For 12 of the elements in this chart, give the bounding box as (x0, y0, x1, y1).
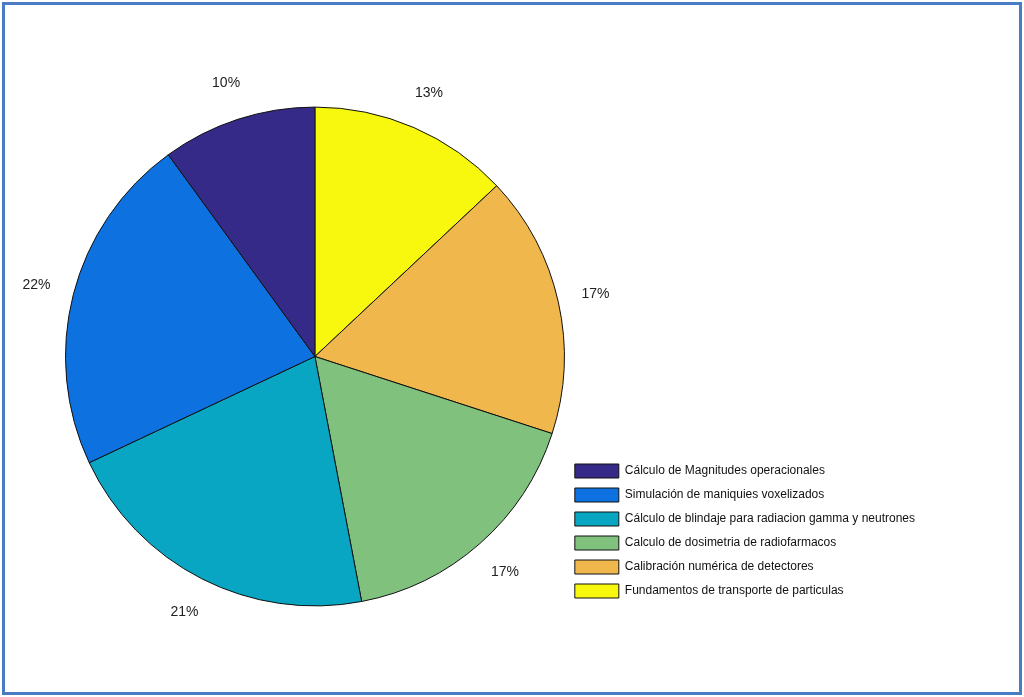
legend-label: Simulación de maniquies voxelizados (624, 487, 825, 502)
data-label: 17% (490, 562, 519, 579)
legend-label: Calculo de dosimetria de radiofarmacos (624, 535, 837, 550)
data-label: 17% (581, 284, 610, 301)
data-label: 21% (170, 603, 199, 620)
legend-label: Fundamentos de transporte de particulas (624, 583, 844, 598)
legend-label: Cálculo de Magnitudes operacionales (624, 463, 825, 478)
data-label: 22% (22, 275, 51, 292)
legend-label: Calibración numérica de detectores (624, 559, 814, 574)
data-label: 13% (415, 83, 444, 100)
legend-label: Cálculo de blindaje para radiacion gamma y neutrones (624, 511, 916, 526)
data-label: 10% (212, 74, 241, 91)
